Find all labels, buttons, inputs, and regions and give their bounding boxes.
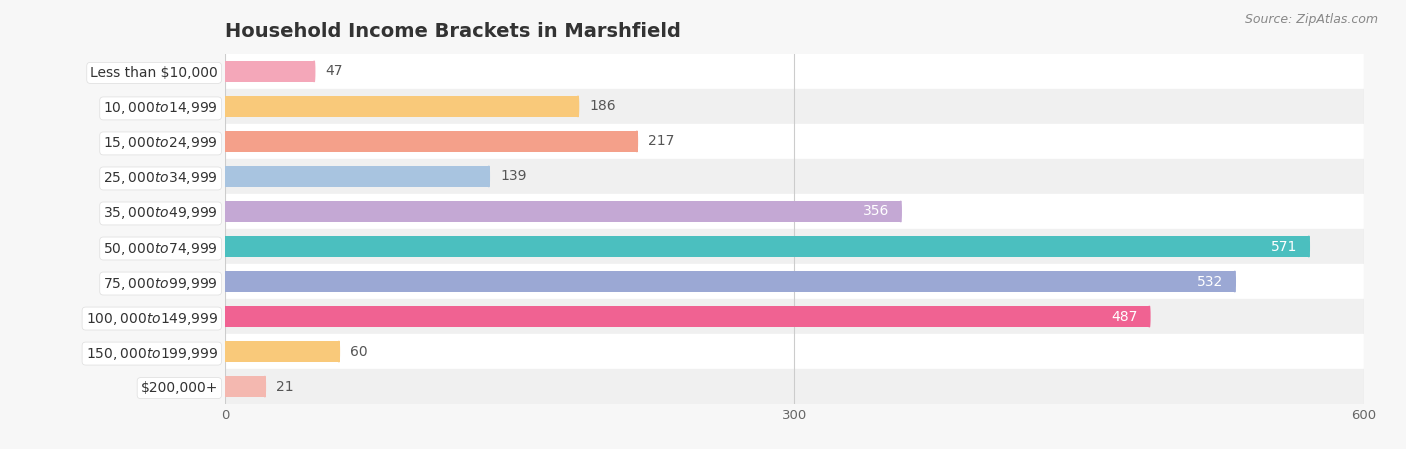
Text: 356: 356 <box>863 204 889 219</box>
Bar <box>225 159 1364 194</box>
Bar <box>225 124 1364 159</box>
Bar <box>225 264 1364 299</box>
Text: Source: ZipAtlas.com: Source: ZipAtlas.com <box>1244 13 1378 26</box>
Bar <box>225 299 1364 334</box>
Bar <box>225 96 578 117</box>
Bar <box>225 236 1309 257</box>
Text: 186: 186 <box>589 99 616 114</box>
Text: 487: 487 <box>1112 309 1137 324</box>
Bar <box>225 341 339 362</box>
Bar <box>225 229 1364 264</box>
Text: 47: 47 <box>326 64 343 79</box>
Bar <box>225 306 1149 327</box>
Text: 532: 532 <box>1197 274 1223 289</box>
Bar <box>225 131 637 152</box>
Text: 217: 217 <box>648 134 675 149</box>
Bar <box>225 61 314 82</box>
Text: 571: 571 <box>1271 239 1298 254</box>
Text: 60: 60 <box>350 344 368 359</box>
Bar <box>225 54 1364 89</box>
Text: 139: 139 <box>501 169 527 184</box>
Bar <box>225 376 264 397</box>
Bar <box>225 166 489 187</box>
Bar <box>225 369 1364 404</box>
Bar <box>225 89 1364 124</box>
Bar <box>225 334 1364 369</box>
Bar <box>225 201 901 222</box>
Bar <box>225 194 1364 229</box>
Bar <box>225 271 1234 292</box>
Text: Household Income Brackets in Marshfield: Household Income Brackets in Marshfield <box>225 22 681 41</box>
Text: 21: 21 <box>276 379 294 394</box>
